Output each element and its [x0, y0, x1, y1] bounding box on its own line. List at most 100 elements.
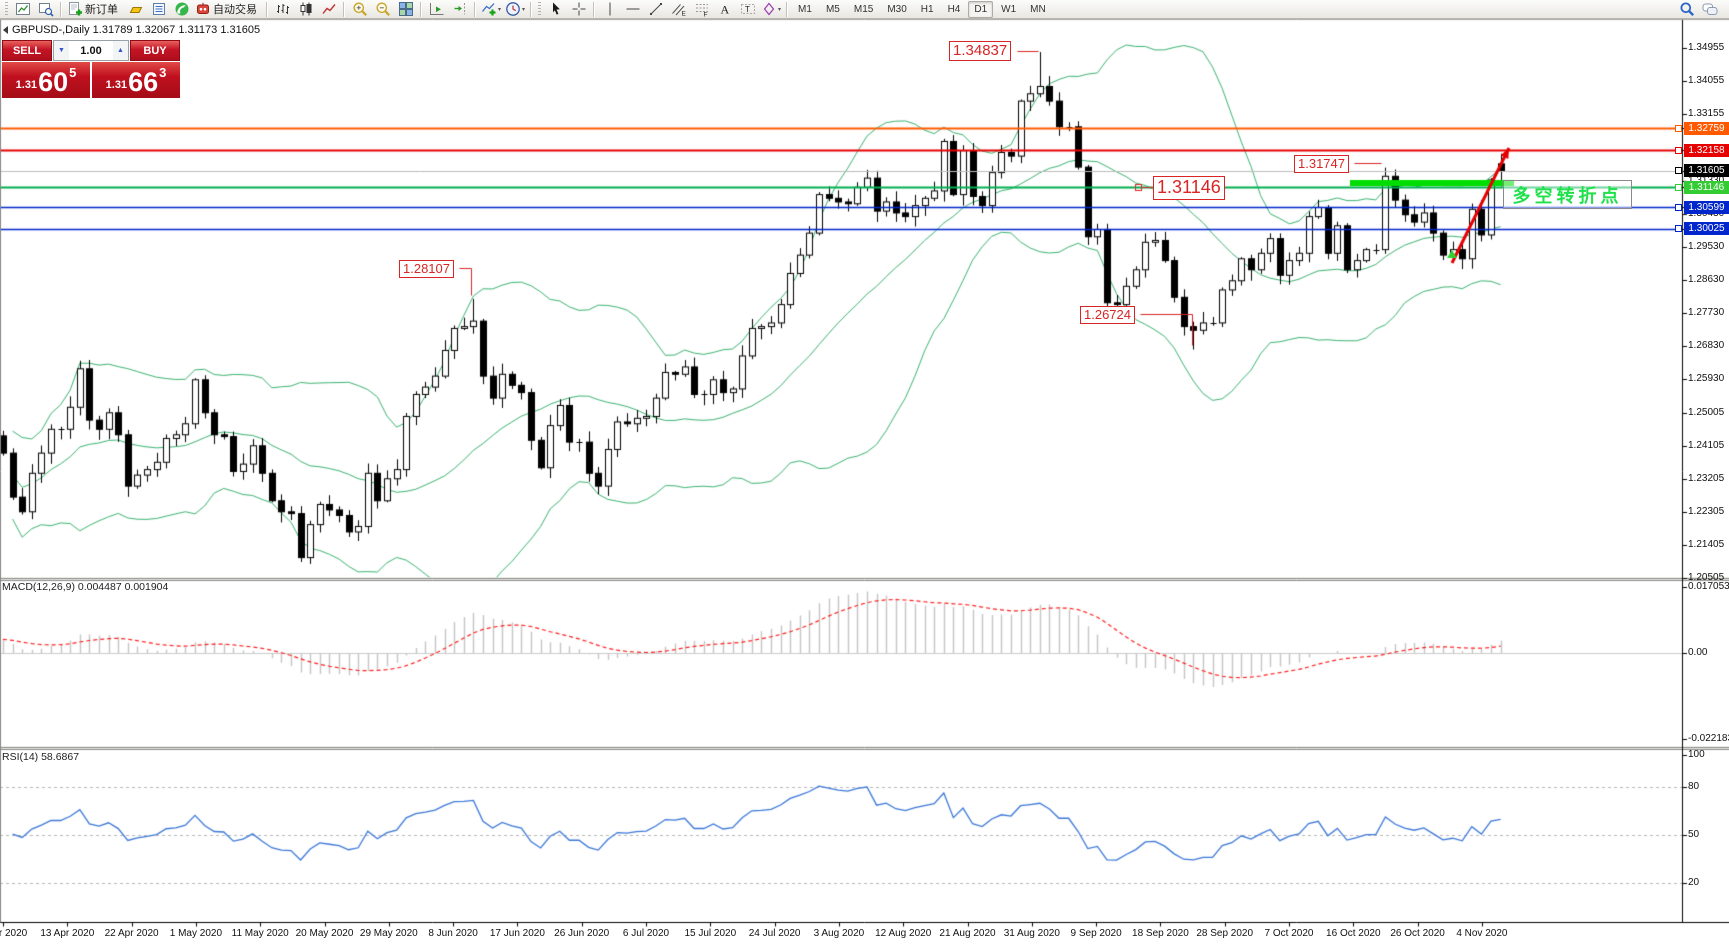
- vline-icon: [602, 1, 618, 17]
- price-axis-tick: 1.24105: [1688, 439, 1725, 451]
- timeframe-h4-button[interactable]: H4: [947, 3, 961, 15]
- date-axis-label: 22 Apr 2020: [104, 928, 159, 939]
- turning-point-label[interactable]: 多空转折点: [1503, 180, 1632, 209]
- shapes-button[interactable]: ▾: [759, 0, 783, 19]
- indicators-icon: [481, 1, 497, 17]
- toolbar-separator: [530, 1, 533, 17]
- price-annotation-label[interactable]: 1.34837: [949, 41, 1012, 61]
- date-axis-label: 9 Sep 2020: [1070, 928, 1122, 939]
- sell-price-display[interactable]: 1.31 60 5: [2, 62, 90, 98]
- date-axis-label: 17 Jun 2020: [489, 928, 545, 939]
- date-axis-label: 3 Aug 2020: [813, 928, 865, 939]
- timeframe-m1-button[interactable]: M1: [798, 3, 812, 15]
- market-depth-button[interactable]: [147, 0, 170, 19]
- channel-button[interactable]: E: [667, 0, 690, 19]
- trendline-button[interactable]: [644, 0, 667, 19]
- date-axis-label: 4 Nov 2020: [1456, 928, 1508, 939]
- chart-profiles-icon: [38, 1, 54, 17]
- market-depth-icon: [151, 1, 167, 17]
- text-tool-button[interactable]: A: [713, 0, 736, 19]
- dropdown-arrow-icon[interactable]: ▾: [522, 6, 526, 13]
- date-axis-label: 31 Aug 2020: [1003, 928, 1060, 939]
- gold-button[interactable]: [124, 0, 147, 19]
- cursor-button[interactable]: [544, 0, 567, 19]
- zoom-in-button[interactable]: [348, 0, 371, 19]
- date-axis-label: 11 May 2020: [231, 928, 289, 939]
- crosshair-button[interactable]: [567, 0, 590, 19]
- svg-text:T: T: [745, 5, 750, 14]
- buy-price-display[interactable]: 1.31 66 3: [92, 62, 180, 98]
- price-level-label: 1.30599: [1684, 200, 1729, 214]
- toolbar-grip: [5, 2, 8, 16]
- volume-input[interactable]: [69, 41, 113, 60]
- zoom-in-icon: [352, 1, 368, 17]
- label-tool-button[interactable]: T: [736, 0, 759, 19]
- toolbar-separator: [266, 1, 268, 17]
- timeframe-d1-button[interactable]: D1: [968, 0, 994, 18]
- zoom-out-button[interactable]: [371, 0, 394, 19]
- fibonacci-button[interactable]: F: [690, 0, 713, 19]
- collapse-icon[interactable]: [3, 26, 8, 34]
- price-annotation-label[interactable]: 1.31747: [1294, 155, 1349, 173]
- candle-chart-type-button[interactable]: [294, 0, 317, 19]
- auto-scroll-button[interactable]: [425, 0, 448, 19]
- sell-price-sup: 5: [69, 65, 77, 80]
- price-annotation-label[interactable]: 1.28107: [399, 260, 454, 278]
- price-axis-tick: 1.20505: [1688, 571, 1725, 583]
- price-axis-tick: 1.28630: [1688, 273, 1725, 285]
- new-order-button[interactable]: 新订单: [65, 0, 124, 19]
- timeframe-h1-button[interactable]: H1: [920, 3, 934, 15]
- rsi-axis-tick: 20: [1688, 877, 1700, 888]
- search-button[interactable]: [1675, 0, 1698, 19]
- rsi-axis-tick: 80: [1688, 781, 1700, 792]
- new-chart-button[interactable]: [11, 0, 34, 19]
- bar-chart-type-button[interactable]: [271, 0, 294, 19]
- periods-button[interactable]: ▾: [503, 0, 527, 19]
- timeframe-toolbar: M1 M5 M15 M30 H1 H4 D1 W1 MN: [791, 0, 1053, 19]
- volume-increase-button[interactable]: ▲: [113, 41, 128, 60]
- new-order-label: 新订单: [85, 4, 118, 16]
- toolbar-separator: [420, 1, 422, 17]
- timeframe-m30-button[interactable]: M30: [887, 3, 907, 15]
- price-level-marker: [1675, 203, 1682, 211]
- auto-trading-button[interactable]: 自动交易: [193, 0, 263, 19]
- sell-button[interactable]: SELL: [2, 40, 52, 61]
- trendline-icon: [648, 1, 664, 17]
- signal-button[interactable]: [170, 0, 193, 19]
- chart-profiles-button[interactable]: [34, 0, 57, 19]
- timeframe-mn-button[interactable]: MN: [1030, 3, 1046, 15]
- hline-button[interactable]: [621, 0, 644, 19]
- volume-decrease-button[interactable]: ▼: [54, 41, 69, 60]
- date-axis-label: 24 Jul 2020: [748, 928, 801, 939]
- timeframe-w1-button[interactable]: W1: [1001, 3, 1017, 15]
- price-level-marker: [1675, 167, 1682, 175]
- one-click-trading-widget: SELL ▼ ▲ BUY 1.31 60 5 1.31 66 3: [2, 40, 180, 98]
- timeframe-m5-button[interactable]: M5: [825, 3, 840, 15]
- indicators-button[interactable]: ▾: [479, 0, 503, 19]
- svg-text:F: F: [703, 12, 707, 18]
- vline-button[interactable]: [598, 0, 621, 19]
- price-axis-tick: 1.26830: [1688, 339, 1725, 351]
- price-axis-tick: 1.27730: [1688, 306, 1725, 318]
- buy-button[interactable]: BUY: [130, 40, 180, 61]
- channel-icon: E: [671, 1, 687, 17]
- macd-axis-tick: -0.022183: [1688, 733, 1729, 745]
- date-axis-label: 20 May 2020: [295, 928, 354, 939]
- chart-shift-button[interactable]: [448, 0, 471, 19]
- line-chart-type-button[interactable]: [317, 0, 340, 19]
- volume-spinner: ▼ ▲: [53, 40, 129, 61]
- svg-text:E: E: [681, 11, 686, 18]
- price-annotation-label[interactable]: 1.26724: [1080, 306, 1135, 324]
- dropdown-arrow-icon[interactable]: ▾: [498, 6, 502, 13]
- price-axis-tick: 1.34955: [1688, 41, 1725, 53]
- dropdown-arrow-icon[interactable]: ▾: [778, 6, 782, 13]
- new-order-icon: [67, 1, 83, 17]
- chat-button[interactable]: [1698, 0, 1721, 19]
- price-level-label: 1.30025: [1684, 222, 1729, 236]
- timeframe-m15-button[interactable]: M15: [853, 3, 874, 15]
- search-icon: [1679, 1, 1695, 17]
- tile-windows-button[interactable]: [394, 0, 417, 19]
- price-annotation-label[interactable]: 1.31146: [1153, 176, 1225, 200]
- signal-icon: [174, 1, 190, 17]
